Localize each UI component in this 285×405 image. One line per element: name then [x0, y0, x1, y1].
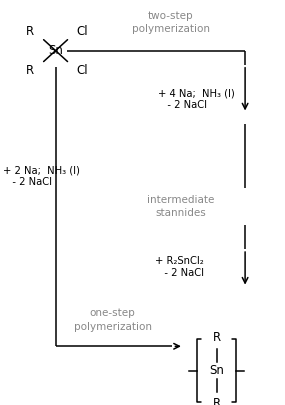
Text: + 2 Na;  NH₃ (l)
   - 2 NaCl: + 2 Na; NH₃ (l) - 2 NaCl: [3, 165, 80, 187]
Text: + 4 Na;  NH₃ (l)
   - 2 NaCl: + 4 Na; NH₃ (l) - 2 NaCl: [158, 88, 235, 110]
Text: R: R: [213, 397, 221, 405]
Text: Sn: Sn: [209, 364, 224, 377]
Text: n: n: [238, 403, 245, 405]
Text: intermediate
stannides: intermediate stannides: [147, 195, 215, 218]
Text: Cl: Cl: [76, 64, 88, 77]
Text: one-step
polymerization: one-step polymerization: [74, 308, 152, 332]
Text: R: R: [26, 64, 34, 77]
Text: two-step
polymerization: two-step polymerization: [132, 11, 210, 34]
Text: Cl: Cl: [76, 25, 88, 38]
Text: + R₂SnCl₂
   - 2 NaCl: + R₂SnCl₂ - 2 NaCl: [155, 256, 204, 278]
Text: R: R: [213, 331, 221, 344]
Text: R: R: [26, 25, 34, 38]
Text: Sn: Sn: [48, 44, 63, 57]
